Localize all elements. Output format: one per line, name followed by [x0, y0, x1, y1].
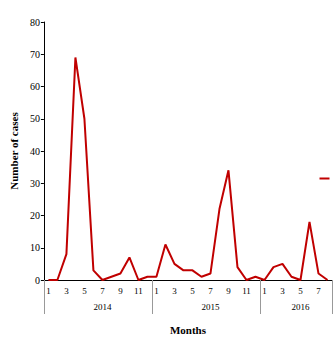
svg-text:50: 50 — [30, 113, 40, 124]
svg-text:7: 7 — [208, 286, 213, 296]
svg-text:11: 11 — [242, 286, 251, 296]
svg-text:1: 1 — [46, 286, 51, 296]
svg-text:1: 1 — [262, 286, 267, 296]
svg-text:80: 80 — [30, 17, 40, 28]
svg-text:3: 3 — [280, 286, 285, 296]
svg-text:5: 5 — [82, 286, 87, 296]
svg-text:9: 9 — [226, 286, 231, 296]
svg-text:0: 0 — [35, 275, 40, 286]
svg-text:40: 40 — [30, 146, 40, 157]
svg-text:30: 30 — [30, 178, 40, 189]
svg-text:5: 5 — [298, 286, 303, 296]
svg-text:7: 7 — [316, 286, 321, 296]
svg-text:3: 3 — [172, 286, 177, 296]
svg-text:Months: Months — [170, 324, 207, 336]
svg-text:3: 3 — [64, 286, 69, 296]
svg-text:Number of cases: Number of cases — [8, 112, 20, 190]
svg-text:2016: 2016 — [291, 302, 310, 312]
svg-text:2015: 2015 — [201, 302, 220, 312]
svg-text:9: 9 — [118, 286, 123, 296]
svg-text:70: 70 — [30, 49, 40, 60]
svg-text:5: 5 — [190, 286, 195, 296]
svg-text:1: 1 — [154, 286, 159, 296]
svg-text:20: 20 — [30, 210, 40, 221]
svg-text:11: 11 — [134, 286, 143, 296]
svg-text:2014: 2014 — [93, 302, 112, 312]
svg-text:7: 7 — [100, 286, 105, 296]
svg-text:60: 60 — [30, 81, 40, 92]
svg-text:10: 10 — [30, 242, 40, 253]
